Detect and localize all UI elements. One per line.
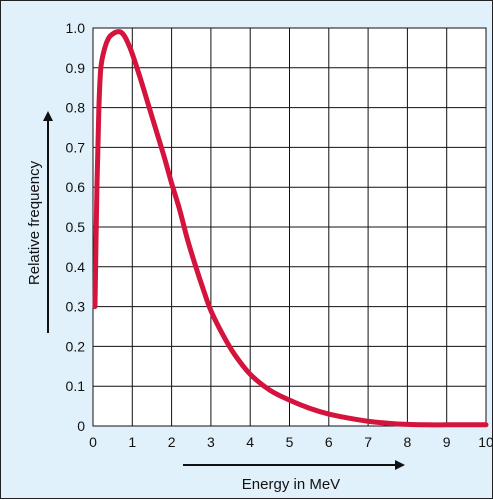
x-tick-label: 9	[443, 434, 451, 450]
x-tick-label: 7	[364, 434, 372, 450]
x-tick-label: 8	[404, 434, 412, 450]
x-tick-labels: 0 1 2 3 4 5 6 7 8 9 10	[89, 434, 493, 450]
y-tick-label: 0.5	[66, 219, 86, 235]
y-tick-label: 0.2	[66, 338, 86, 354]
y-tick-labels: 0 0.1 0.2 0.3 0.4 0.5 0.6 0.7 0.8 0.9 1.0	[66, 20, 86, 434]
y-tick-label: 0.6	[66, 179, 86, 195]
y-tick-label: 0.7	[66, 139, 86, 155]
y-tick-label: 0.1	[66, 378, 86, 394]
y-tick-label: 0	[77, 418, 85, 434]
x-tick-label: 4	[246, 434, 254, 450]
series-line	[92, 29, 489, 428]
x-axis-title: Energy in MeV	[242, 476, 340, 493]
y-axis-title: Relative frequency	[26, 160, 43, 285]
x-tick-label: 3	[207, 434, 215, 450]
y-tick-label: 0.9	[66, 60, 86, 76]
x-tick-label: 10	[478, 434, 493, 450]
x-tick-label: 5	[286, 434, 294, 450]
y-tick-label: 0.4	[66, 259, 86, 275]
y-tick-label: 1.0	[66, 20, 86, 36]
grid	[93, 28, 486, 426]
x-tick-label: 1	[128, 434, 136, 450]
x-tick-label: 0	[89, 434, 97, 450]
y-tick-label: 0.3	[66, 299, 86, 315]
x-tick-label: 2	[168, 434, 176, 450]
x-tick-label: 6	[325, 434, 333, 450]
y-tick-label: 0.8	[66, 100, 86, 116]
